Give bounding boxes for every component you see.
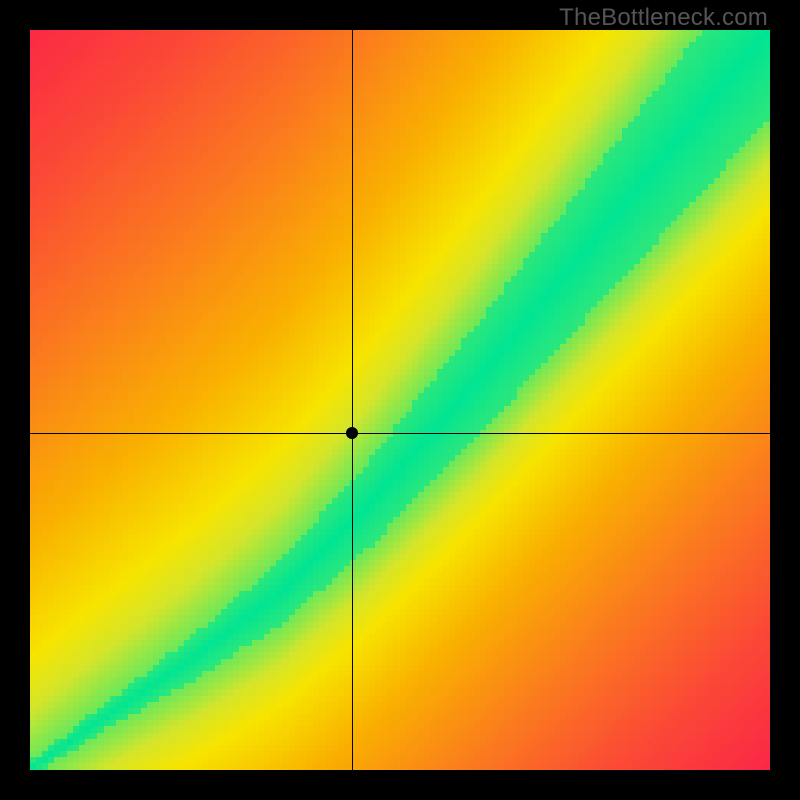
heatmap-canvas xyxy=(30,30,770,770)
crosshair-horizontal-line xyxy=(30,433,770,434)
watermark-text: TheBottleneck.com xyxy=(559,4,768,32)
crosshair-marker-dot xyxy=(346,427,358,439)
crosshair-vertical-line xyxy=(352,30,353,770)
chart-container: TheBottleneck.com xyxy=(0,0,800,800)
heatmap-plot-area xyxy=(30,30,770,770)
